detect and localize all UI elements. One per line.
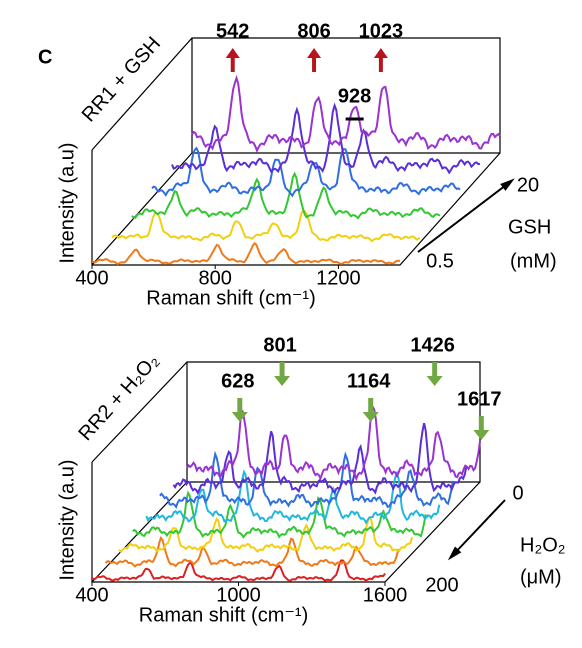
z-axis-label: (μM) xyxy=(520,566,562,588)
z-tick-label: 0.5 xyxy=(426,250,454,272)
spectrum xyxy=(151,146,461,198)
z-axis-label: (mM) xyxy=(510,250,557,272)
spectrum xyxy=(104,536,400,568)
peak-label: 928 xyxy=(338,85,371,107)
peak-arrowhead xyxy=(231,412,248,422)
spectrum xyxy=(131,171,441,220)
panel-title: RR2 + H₂O₂ xyxy=(75,350,164,445)
peak-label: 1426 xyxy=(410,334,455,356)
z-tick-label: 0 xyxy=(512,482,523,504)
peak-label: 801 xyxy=(263,334,296,356)
y-axis-label: Intensity (a.u) xyxy=(56,459,78,580)
spectrum xyxy=(111,208,421,243)
peak-arrowhead xyxy=(307,48,322,58)
peak-label: 1617 xyxy=(457,388,502,410)
x-axis-label: Raman shift (cm⁻¹) xyxy=(139,604,308,626)
x-axis-label: Raman shift (cm⁻¹) xyxy=(146,287,315,309)
peak-arrowhead xyxy=(426,376,443,386)
peak-label: 1164 xyxy=(347,370,391,392)
x-tick-label: 1000 xyxy=(216,584,261,606)
x-tick-label: 400 xyxy=(75,584,108,606)
z-axis-label: GSH xyxy=(508,216,551,238)
peak-label: 542 xyxy=(216,20,249,42)
panel-label: C xyxy=(38,46,52,68)
spectrum xyxy=(191,74,501,153)
peak-arrowhead xyxy=(362,412,379,422)
peak-label: 806 xyxy=(297,20,330,42)
x-tick-label: 400 xyxy=(75,267,108,289)
spectrum xyxy=(159,450,454,509)
spectrum xyxy=(171,102,481,175)
z-tick-label: 20 xyxy=(517,174,539,196)
depth-arrow xyxy=(417,181,511,253)
spectrum xyxy=(132,490,427,539)
z-tick-label: 200 xyxy=(425,574,458,596)
spectrum xyxy=(118,515,414,553)
spectrum xyxy=(91,559,386,583)
depth-arrowhead xyxy=(500,178,515,191)
depth-arrow xyxy=(451,499,506,557)
x-tick-label: 800 xyxy=(199,267,232,289)
spectrum xyxy=(186,403,481,482)
z-axis-label: H₂O₂ xyxy=(520,534,566,556)
x-tick-label: 1600 xyxy=(363,584,408,606)
peak-arrowhead xyxy=(473,430,490,440)
panel-title: RR1 + GSH xyxy=(78,33,165,127)
y-axis-label: Intensity (a.u) xyxy=(56,142,78,263)
peak-arrowhead xyxy=(274,376,291,386)
peak-label: 628 xyxy=(221,370,254,392)
x-tick-label: 1200 xyxy=(316,267,361,289)
spectrum xyxy=(172,422,468,495)
peak-arrowhead xyxy=(225,48,240,58)
spectrum xyxy=(145,469,441,525)
peak-label: 1023 xyxy=(359,20,404,42)
spectrum xyxy=(91,241,401,266)
depth-arrowhead xyxy=(447,546,462,561)
peak-arrowhead xyxy=(373,48,388,58)
